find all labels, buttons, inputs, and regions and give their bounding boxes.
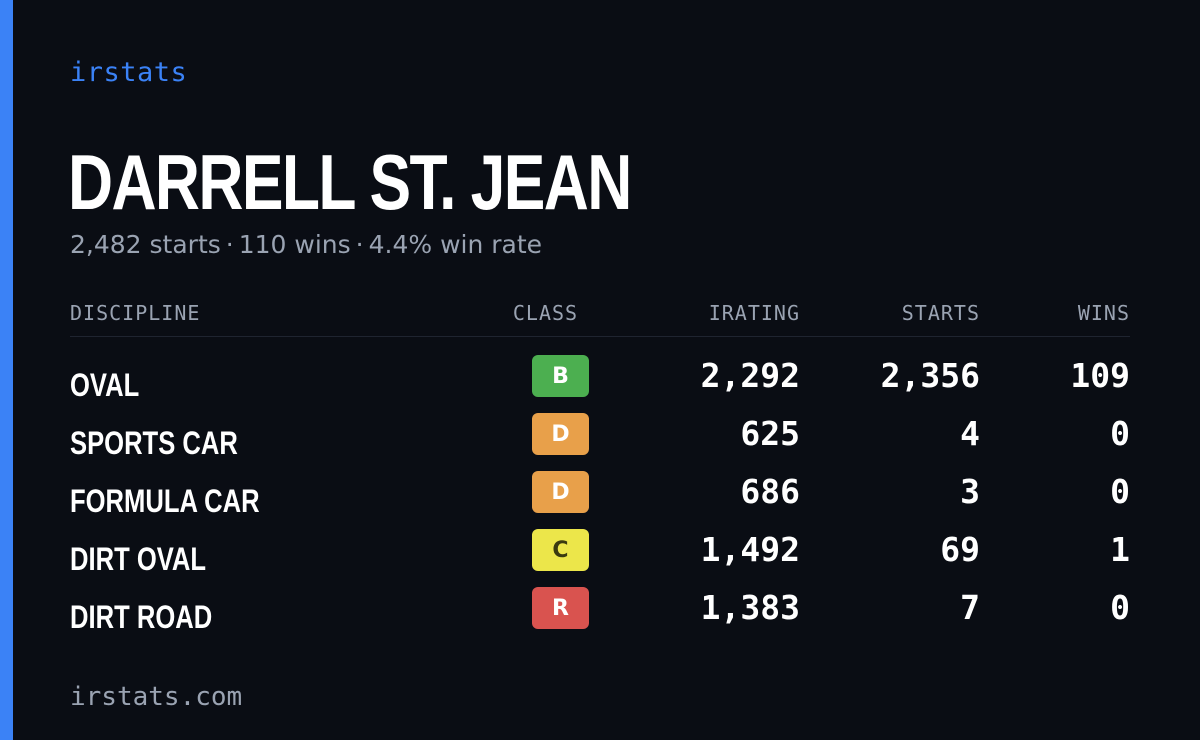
summary-wins: 110 wins bbox=[238, 230, 351, 259]
class-badge: D bbox=[532, 413, 589, 455]
irating-value: 1,492 bbox=[700, 530, 800, 569]
class-badge: R bbox=[532, 587, 589, 629]
summary-win-rate: 4.4% win rate bbox=[368, 230, 543, 259]
discipline-name: DIRT ROAD bbox=[70, 599, 213, 635]
discipline-name: DIRT OVAL bbox=[70, 541, 207, 577]
summary-separator: · bbox=[355, 230, 364, 259]
wins-value: 0 bbox=[1110, 414, 1130, 453]
starts-value: 69 bbox=[940, 530, 980, 569]
discipline-name: OVAL bbox=[70, 367, 140, 403]
table-row: OVAL B 2,292 2,356 109 bbox=[70, 353, 1130, 411]
table-row: DIRT OVAL C 1,492 69 1 bbox=[70, 527, 1130, 585]
summary-starts: 2,482 starts bbox=[70, 230, 221, 259]
accent-bar bbox=[0, 0, 13, 740]
class-badge: B bbox=[532, 355, 589, 397]
irating-value: 625 bbox=[740, 414, 800, 453]
wins-value: 0 bbox=[1110, 472, 1130, 511]
discipline-name: SPORTS CAR bbox=[70, 425, 238, 461]
wins-value: 109 bbox=[1070, 356, 1130, 395]
class-badge: C bbox=[532, 529, 589, 571]
header-wins: WINS bbox=[1077, 301, 1130, 325]
footer-url[interactable]: irstats.com bbox=[70, 682, 243, 712]
table-body: OVAL B 2,292 2,356 109 SPORTS CAR D 625 … bbox=[70, 353, 1130, 643]
header-class: CLASS bbox=[512, 301, 579, 325]
irating-value: 2,292 bbox=[700, 356, 800, 395]
irating-value: 1,383 bbox=[700, 588, 800, 627]
summary-separator: · bbox=[225, 230, 234, 259]
driver-summary: 2,482 starts · 110 wins · 4.4% win rate bbox=[70, 228, 542, 262]
discipline-stats-table: DISCIPLINE CLASS IRATING STARTS WINS OVA… bbox=[70, 296, 1130, 643]
starts-value: 3 bbox=[960, 472, 980, 511]
header-discipline: DISCIPLINE bbox=[70, 301, 201, 325]
wins-value: 1 bbox=[1110, 530, 1130, 569]
irating-value: 686 bbox=[740, 472, 800, 511]
header-starts: STARTS bbox=[901, 301, 980, 325]
driver-name: DARRELL ST. JEAN bbox=[68, 138, 632, 226]
starts-value: 2,356 bbox=[880, 356, 980, 395]
starts-value: 4 bbox=[960, 414, 980, 453]
starts-value: 7 bbox=[960, 588, 980, 627]
discipline-name: FORMULA CAR bbox=[70, 483, 260, 519]
table-row: SPORTS CAR D 625 4 0 bbox=[70, 411, 1130, 469]
table-row: FORMULA CAR D 686 3 0 bbox=[70, 469, 1130, 527]
wins-value: 0 bbox=[1110, 588, 1130, 627]
table-header: DISCIPLINE CLASS IRATING STARTS WINS bbox=[70, 296, 1130, 337]
header-irating: IRATING bbox=[708, 301, 800, 325]
table-row: DIRT ROAD R 1,383 7 0 bbox=[70, 585, 1130, 643]
brand-logo[interactable]: irstats bbox=[70, 57, 188, 88]
class-badge: D bbox=[532, 471, 589, 513]
